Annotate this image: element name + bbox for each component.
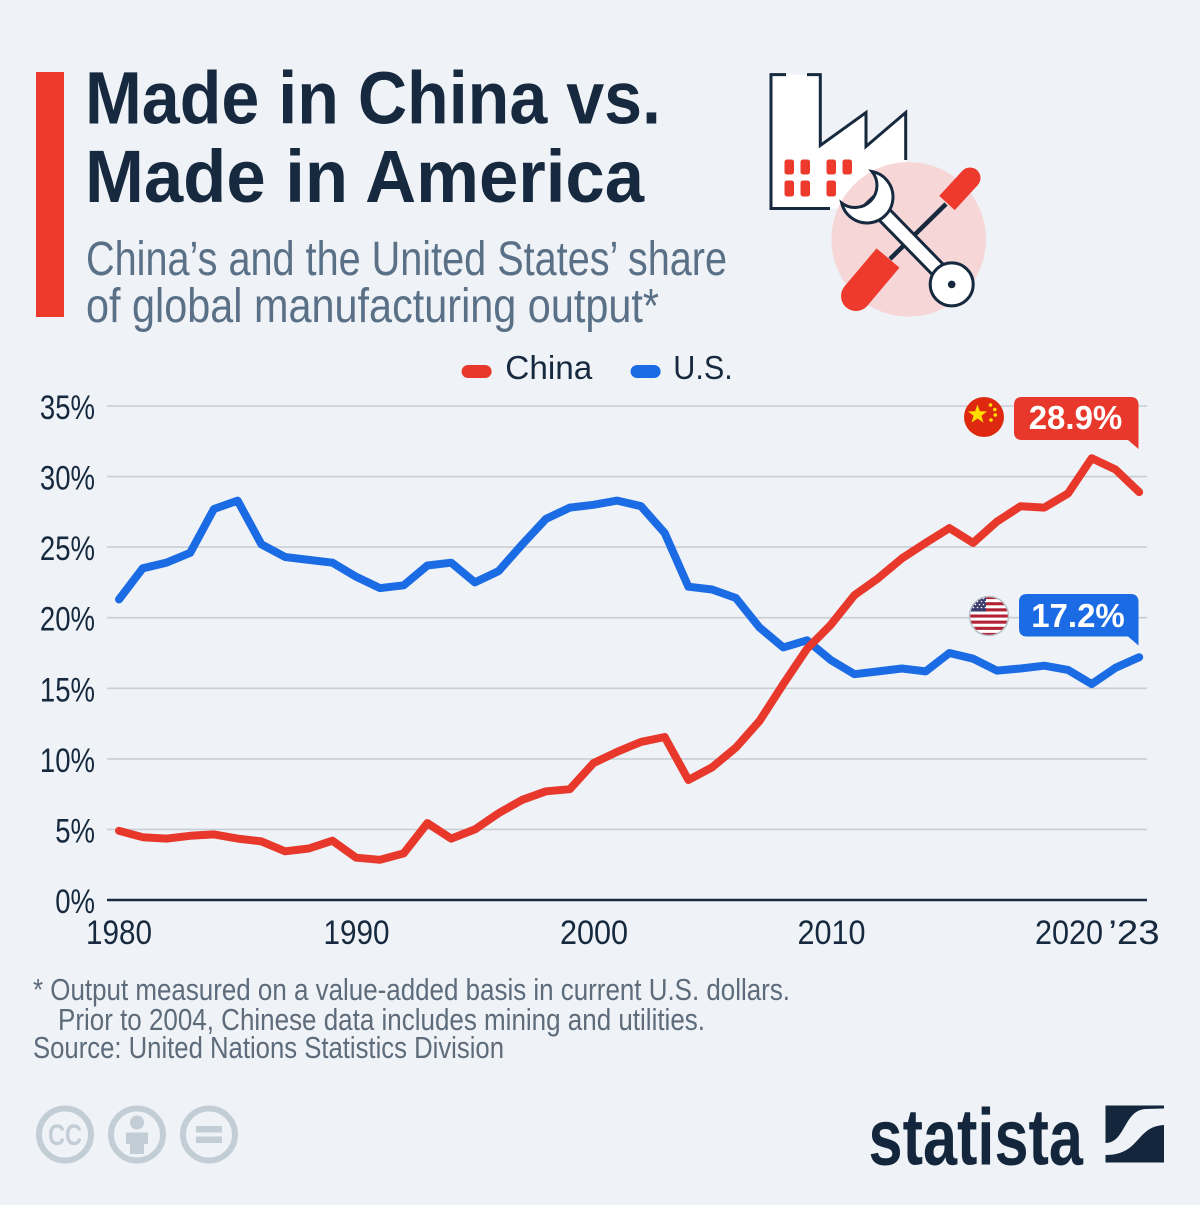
svg-text:10%: 10% xyxy=(40,741,95,779)
svg-text:0%: 0% xyxy=(55,882,95,920)
svg-text:35%: 35% xyxy=(40,388,95,426)
svg-text:5%: 5% xyxy=(55,812,95,850)
svg-text:2010: 2010 xyxy=(797,914,865,952)
svg-text:China’s and the United States’: China’s and the United States’ share xyxy=(86,233,727,286)
svg-text:Made in America: Made in America xyxy=(85,135,645,218)
svg-text:China: China xyxy=(505,349,593,386)
svg-text:statista: statista xyxy=(869,1093,1084,1182)
svg-text:30%: 30% xyxy=(40,459,95,497)
svg-text:1990: 1990 xyxy=(323,913,389,951)
svg-text:U.S.: U.S. xyxy=(673,349,733,386)
svg-text:1980: 1980 xyxy=(86,913,152,951)
svg-text:17.2%: 17.2% xyxy=(1031,597,1125,634)
svg-text:Made in China vs.: Made in China vs. xyxy=(85,57,661,140)
svg-text:Prior to 2004, Chinese data in: Prior to 2004, Chinese data includes min… xyxy=(58,1002,705,1037)
svg-text:28.9%: 28.9% xyxy=(1029,399,1123,436)
svg-text:Source: United Nations Statist: Source: United Nations Statistics Divisi… xyxy=(33,1030,504,1065)
svg-text:’23: ’23 xyxy=(1108,913,1159,951)
svg-text:15%: 15% xyxy=(40,671,95,709)
svg-text:CC: CC xyxy=(48,1119,82,1152)
svg-text:2020: 2020 xyxy=(1035,914,1103,952)
svg-text:* Output measured on a value-a: * Output measured on a value-added basis… xyxy=(33,972,790,1007)
svg-text:2000: 2000 xyxy=(560,914,628,952)
svg-text:25%: 25% xyxy=(40,529,95,567)
svg-text:of global manufacturing output: of global manufacturing output* xyxy=(86,280,659,333)
svg-text:20%: 20% xyxy=(40,600,95,638)
